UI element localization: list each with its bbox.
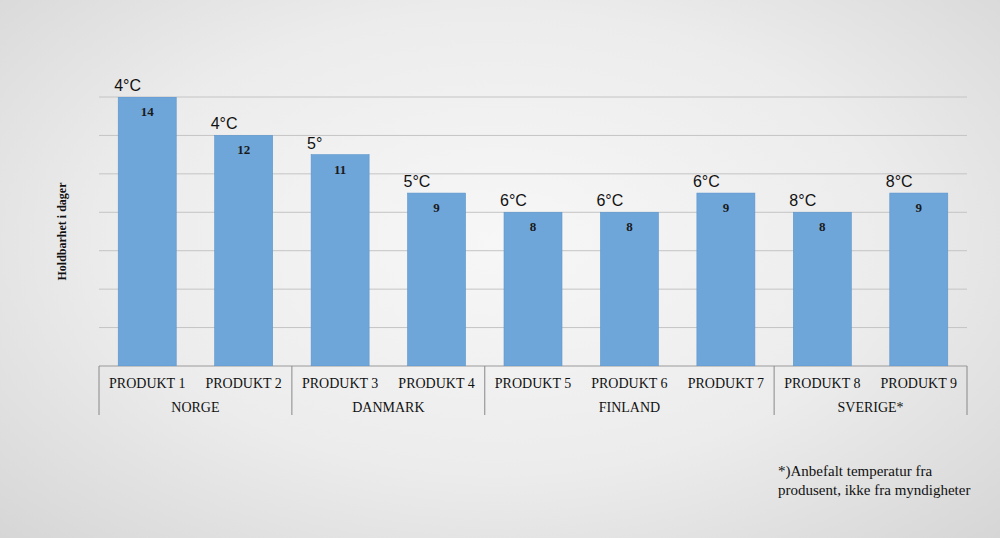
- data-label: 9: [433, 200, 440, 215]
- temperature-label: 6°C: [693, 173, 720, 190]
- temperature-label: 4°C: [114, 77, 141, 94]
- category-label: PRODUKT 9: [881, 376, 957, 391]
- temperature-label: 5°: [307, 135, 322, 152]
- category-label: PRODUKT 3: [302, 376, 378, 391]
- data-label: 11: [334, 162, 346, 177]
- bar: [408, 193, 466, 366]
- data-label: 9: [916, 200, 923, 215]
- group-divider: [967, 366, 968, 415]
- bar: [600, 212, 658, 366]
- temperature-label: 5°C: [404, 173, 431, 190]
- grid-line: [99, 97, 967, 98]
- category-label: PRODUKT 8: [784, 376, 860, 391]
- category-label: PRODUKT 1: [109, 376, 185, 391]
- data-label: 9: [723, 200, 730, 215]
- category-label: PRODUKT 5: [495, 376, 571, 391]
- category-label: PRODUKT 6: [591, 376, 667, 391]
- group-divider: [774, 366, 775, 415]
- temperature-label: 8°C: [789, 192, 816, 209]
- bar: [697, 193, 755, 366]
- y-axis-label: Holdbarhet i dager: [55, 182, 69, 281]
- temperature-label: 6°C: [596, 192, 623, 209]
- axis-range: [99, 97, 100, 366]
- data-label: 8: [530, 219, 537, 234]
- bar: [215, 135, 273, 366]
- temperature-label: 8°C: [886, 173, 913, 190]
- group-label: DANMARK: [352, 400, 424, 415]
- category-label: PRODUKT 2: [205, 376, 281, 391]
- category-label: PRODUKT 4: [398, 376, 474, 391]
- group-label: SVERIGE*: [837, 400, 903, 415]
- group-divider: [99, 366, 100, 415]
- group-divider: [291, 366, 292, 415]
- bar: [890, 193, 948, 366]
- temperature-label: 6°C: [500, 192, 527, 209]
- temperature-label: 4°C: [211, 115, 238, 132]
- bar: [793, 212, 851, 366]
- group-divider: [484, 366, 485, 415]
- data-label: 12: [237, 142, 250, 157]
- category-label: PRODUKT 7: [688, 376, 764, 391]
- group-label: NORGE: [171, 400, 219, 415]
- bars: [118, 97, 948, 366]
- bar: [118, 97, 176, 366]
- group-label: FINLAND: [599, 400, 660, 415]
- footnote: *)Anbefalt temperatur fra produsent, ikk…: [778, 462, 993, 500]
- bar: [504, 212, 562, 366]
- data-label: 8: [626, 219, 633, 234]
- data-label: 8: [819, 219, 826, 234]
- data-label: 14: [141, 104, 155, 119]
- bar: [311, 155, 369, 366]
